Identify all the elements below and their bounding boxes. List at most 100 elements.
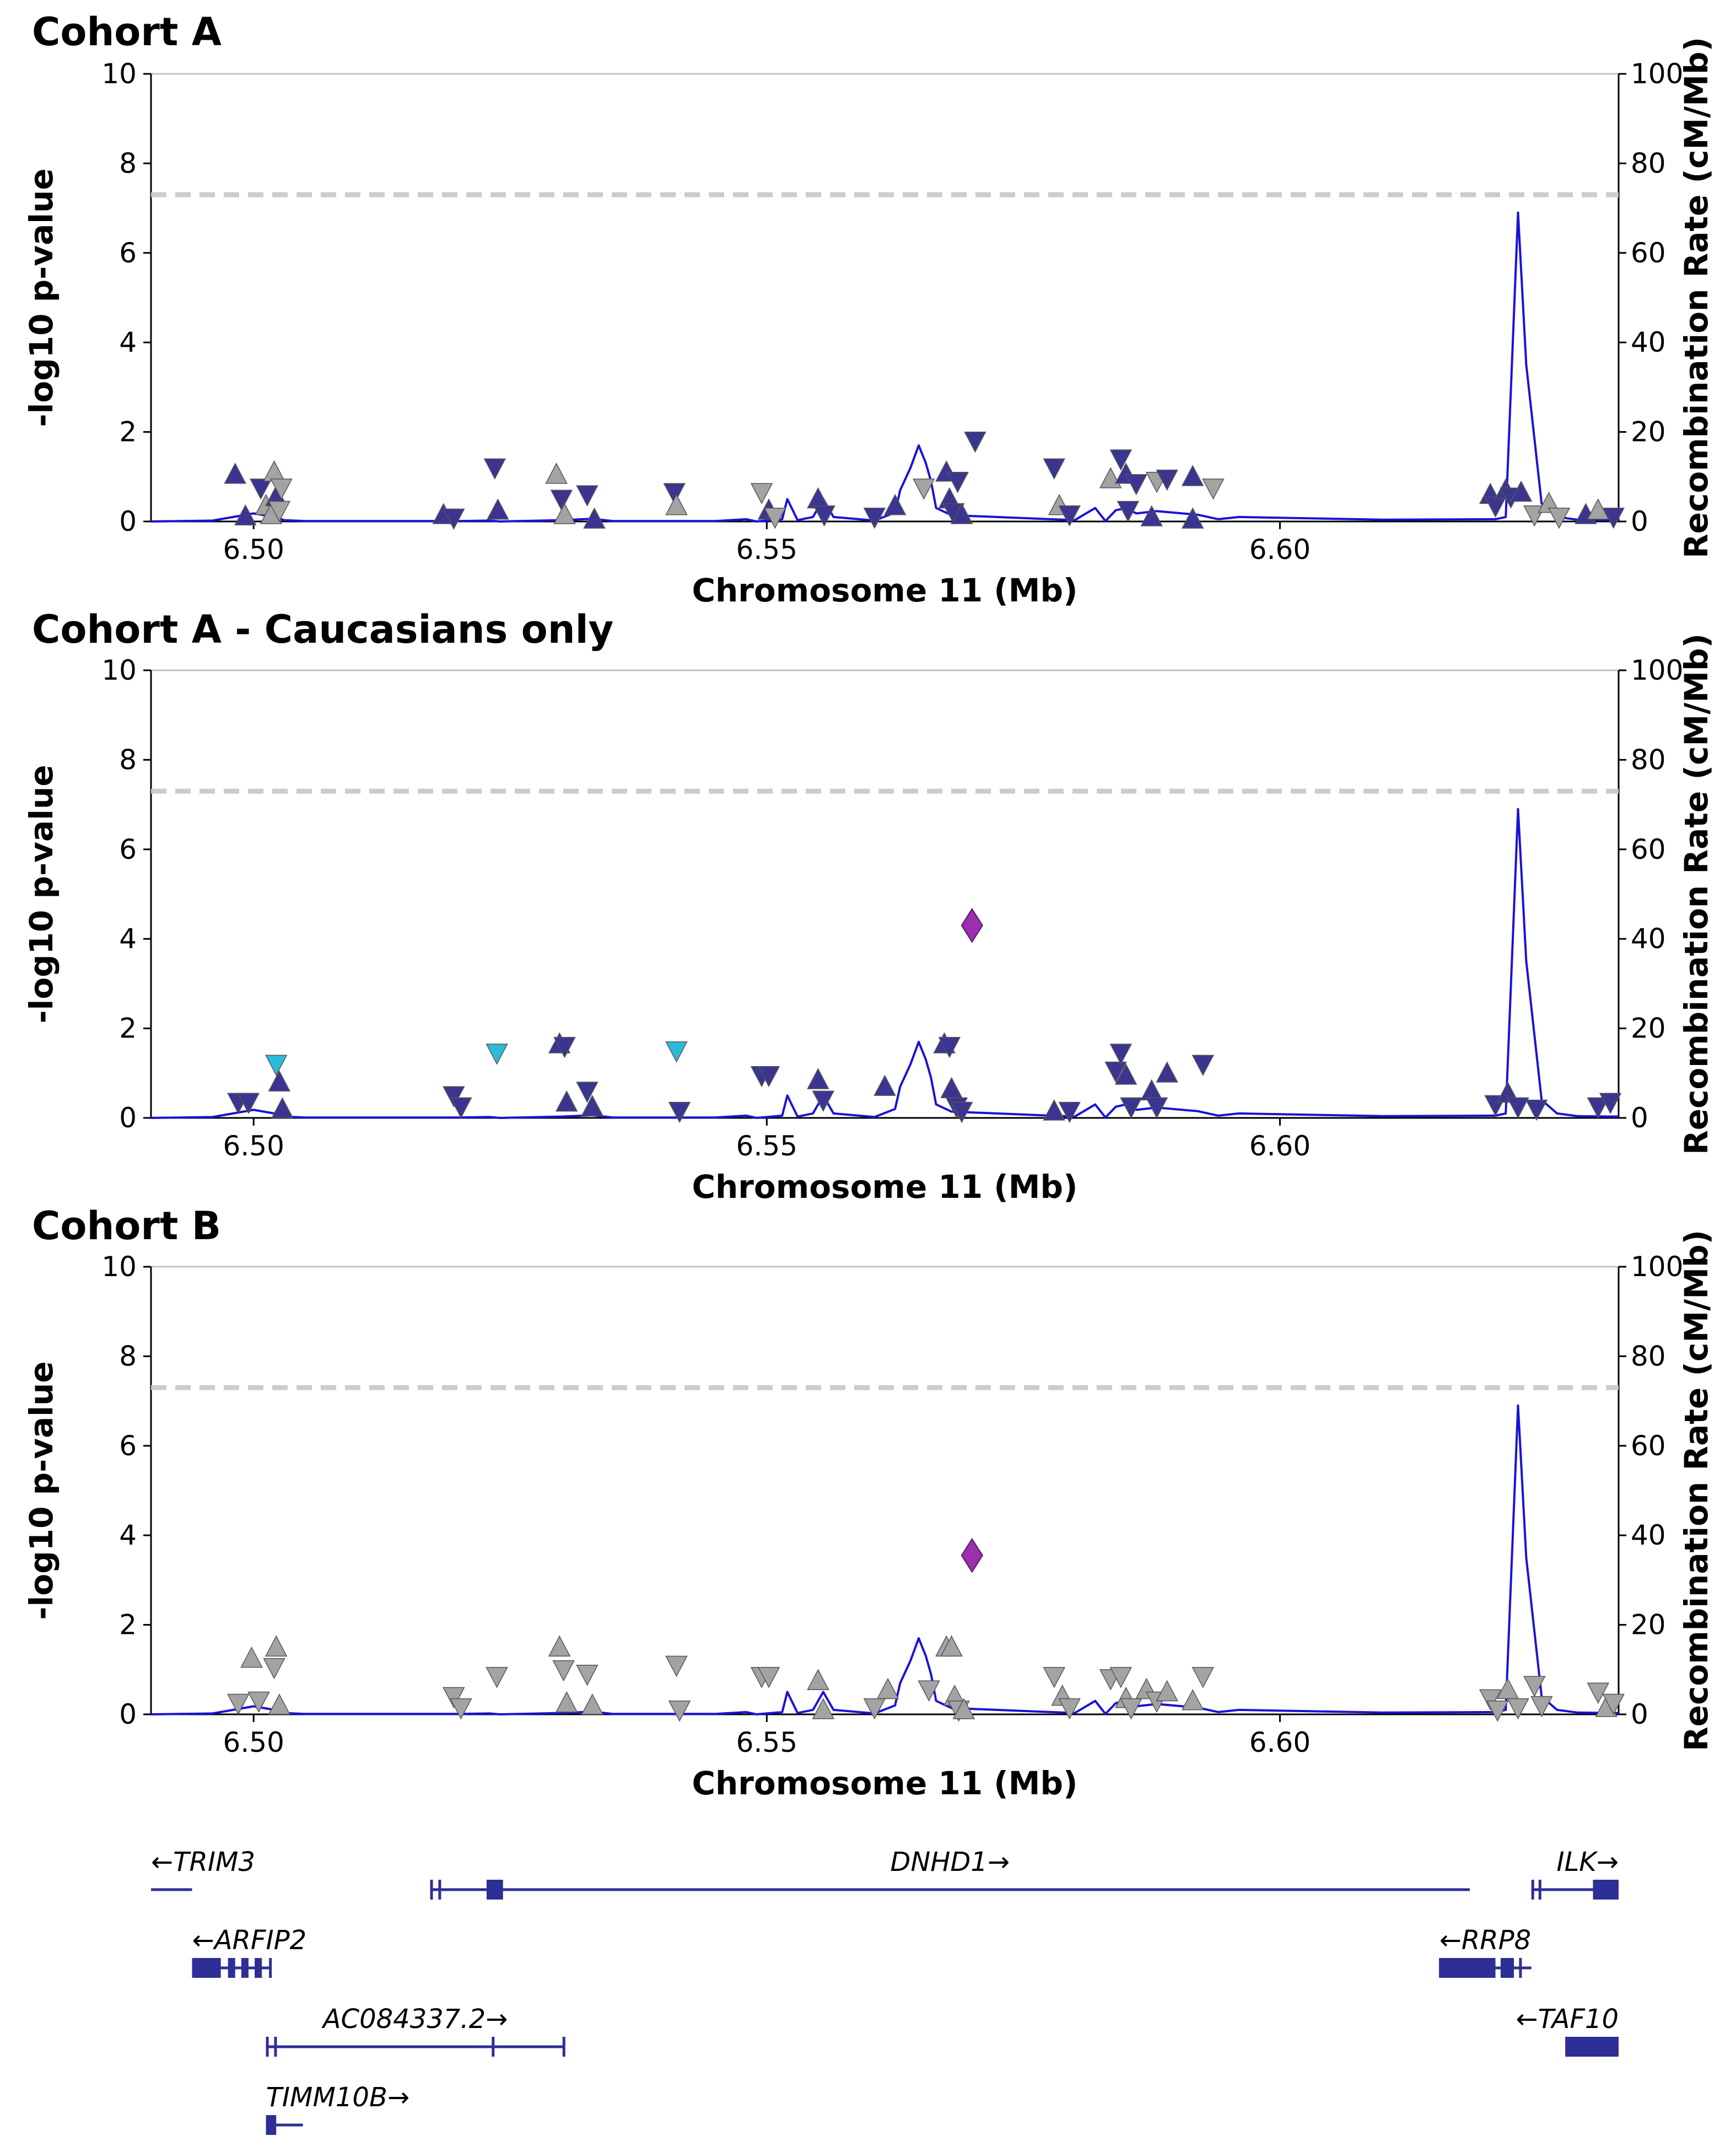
snp-point-up [1099,467,1122,488]
snp-point-up [268,1693,291,1715]
x-tick-label: 6.55 [736,1130,797,1162]
snp-point-up [268,1070,291,1091]
snp-point-down [1602,507,1625,529]
snp-point-down [665,1655,688,1677]
gene-exon [1500,1958,1514,1978]
y2-axis-label: Recombination Rate (cM/Mb) [1678,633,1715,1155]
gene-exon [1538,1880,1541,1900]
snp-point-down [763,507,786,529]
snp-point-down [443,1687,465,1709]
snp-point-up [1509,480,1533,502]
gene-exon [228,1958,235,1978]
snp-point-down [863,1698,886,1720]
snp-point-down [237,1093,260,1115]
snp-point-down [450,1698,472,1720]
x-tick-label: 6.55 [736,1726,797,1758]
snp-point-down [443,508,465,530]
gene-ilk: ILK→ [1531,1847,1619,1900]
y-axis-label: -log10 p-value [23,168,60,427]
snp-point-up [555,1691,578,1713]
y2-tick-label: 80 [1631,147,1666,179]
lead-snp-diamond [961,907,983,943]
gene-exon [438,1880,441,1900]
gene-label: ←TRIM3 [151,1847,255,1878]
snp-point-down [1058,505,1081,527]
y-tick-label: 6 [119,1430,137,1462]
snp-point-down [1109,449,1133,471]
y2-tick-label: 0 [1631,505,1648,537]
y2-tick-label: 60 [1631,1430,1666,1462]
gene-exon [1531,1880,1534,1900]
snp-point-up [950,503,973,524]
y2-tick-label: 20 [1631,1013,1666,1045]
snp-point-down [1479,1689,1502,1711]
snp-point-down [863,507,886,529]
y2-tick-label: 100 [1631,1251,1683,1283]
y2-tick-label: 60 [1631,833,1666,865]
gene-exon [241,1958,249,1978]
gene-label: DNHD1→ [890,1847,1010,1878]
snp-point-down [270,478,293,500]
gene-arfip2: ←ARFIP2 [192,1925,306,1978]
snp-point-down [1043,1667,1066,1688]
y2-tick-label: 60 [1631,237,1666,269]
snp-point-down [1156,469,1178,491]
snp-point-down [263,1658,285,1680]
snp-point-down [1109,1667,1133,1688]
snp-point-down [1530,1696,1553,1718]
panel-title: Cohort A [32,9,222,55]
snp-point-down [913,478,935,500]
gene-track: ←TRIM3 DNHD1→ ILK→ ←ARFIP2 ←RRP8 AC084337.2→ ←… [151,1847,1619,2135]
snp-point-up [807,487,829,509]
gene-label: AC084337.2→ [321,2004,508,2035]
gene-exon [1565,2037,1619,2057]
gene-timm10b: TIMM10B→ [266,2082,410,2135]
snp-point-down [1117,501,1140,523]
y-tick-label: 6 [119,237,137,269]
snp-point-up [807,1669,829,1690]
snp-point-up [812,1698,835,1719]
lead-snp-diamond [961,1537,983,1573]
x-axis-label: Chromosome 11 (Mb) [692,1168,1077,1206]
y-tick-label: 0 [119,1698,137,1730]
snp-point-down [443,1086,465,1107]
snp-point-down [1599,1093,1622,1115]
x-tick-label: 6.50 [223,1130,284,1162]
snp-point-up [665,494,688,515]
snp-point-up [883,494,907,515]
snp-point-down [812,1090,835,1112]
y-tick-label: 8 [119,147,137,179]
snp-point-up [1140,1079,1163,1101]
x-tick-label: 6.60 [1249,1726,1311,1758]
snp-point-up [555,1090,578,1112]
y-tick-label: 2 [119,1013,137,1045]
gene-exon [266,2037,269,2057]
snp-point-up [548,1635,571,1657]
y2-tick-label: 40 [1631,1519,1666,1551]
snp-point-up [583,507,606,529]
gene-exon [192,1958,221,1978]
gene-exon [269,1958,272,1978]
snp-point-down [665,1041,688,1063]
snp-point-up [1043,1099,1066,1121]
snp-point-up [265,1635,288,1657]
x-tick-label: 6.50 [223,534,284,566]
snp-point-down [668,1700,691,1722]
snp-point-down [750,483,773,504]
snp-point-down [1507,1698,1529,1720]
x-axis-label: Chromosome 11 (Mb) [692,572,1077,609]
y-tick-label: 4 [119,1519,137,1551]
snp-point-down [1486,1700,1509,1722]
gene-label: TIMM10B→ [266,2082,410,2113]
y2-tick-label: 0 [1631,1698,1648,1730]
y-tick-label: 6 [119,833,137,865]
y-axis-label: -log10 p-value [23,1361,60,1620]
snp-point-down [1587,1097,1610,1119]
snp-point-down [1523,1676,1546,1697]
snp-point-up [874,1074,896,1096]
snp-point-up [581,1693,604,1715]
snp-point-up [807,1068,829,1089]
snp-point-up [234,504,257,526]
